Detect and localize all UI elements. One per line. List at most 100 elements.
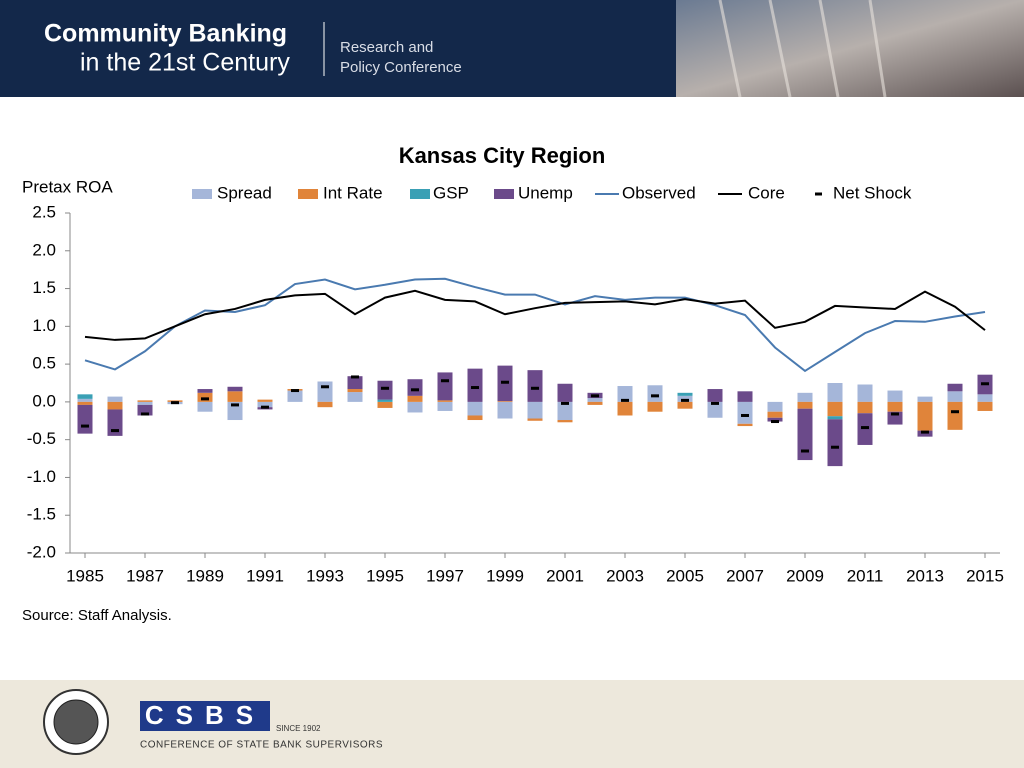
bar-segment — [377, 401, 393, 408]
bar-segment — [647, 401, 663, 412]
bar-segment — [167, 400, 183, 402]
bar-segment — [977, 401, 993, 411]
legend-swatch — [410, 189, 430, 199]
bar-segment — [197, 401, 213, 412]
bar-segment — [677, 401, 693, 409]
bar-segment — [257, 399, 273, 402]
net-shock-marker — [531, 386, 539, 390]
net-shock-marker — [711, 401, 719, 405]
bar-segment — [227, 391, 243, 402]
net-shock-marker — [591, 394, 599, 398]
bar-segment — [677, 392, 693, 396]
legend-label: Core — [748, 183, 785, 202]
y-axis-label: Pretax ROA — [22, 177, 113, 196]
x-tick-label: 1995 — [366, 566, 404, 585]
header-title: Community Banking — [44, 20, 287, 48]
net-shock-marker — [141, 412, 149, 416]
y-tick-label: -0.5 — [27, 429, 56, 448]
bar-segment — [437, 401, 453, 411]
legend-label: Net Shock — [833, 183, 912, 202]
x-tick-label: 2003 — [606, 566, 644, 585]
bar-segment — [407, 379, 423, 396]
bar-segment — [857, 401, 873, 414]
net-shock-marker — [471, 386, 479, 390]
bar-segment — [377, 380, 393, 400]
bar-segment — [887, 401, 903, 412]
bar-segment — [107, 396, 123, 402]
header-photo — [676, 0, 1024, 97]
bar-segment — [857, 413, 873, 445]
legend-swatch — [298, 189, 318, 199]
bar-segment — [497, 401, 513, 402]
x-tick-label: 2007 — [726, 566, 764, 585]
bar-segment — [377, 399, 393, 402]
net-shock-marker — [801, 449, 809, 453]
bar-segment — [707, 389, 723, 402]
x-tick-label: 2009 — [786, 566, 824, 585]
net-shock-marker — [681, 398, 689, 402]
net-shock-marker — [441, 379, 449, 383]
x-tick-label: 2013 — [906, 566, 944, 585]
bar-segment — [137, 404, 153, 416]
bar-segment — [977, 394, 993, 402]
bar-segment — [917, 430, 933, 437]
bar-segment — [587, 401, 603, 405]
bar-segment — [287, 390, 303, 402]
x-tick-label: 2015 — [966, 566, 1004, 585]
bar-segment — [227, 386, 243, 392]
header-subtitle: Research and — [340, 39, 433, 56]
bar-segment — [947, 383, 963, 392]
legend-label: Unemp — [518, 183, 573, 202]
bar-segment — [617, 401, 633, 416]
bar-segment — [527, 418, 543, 421]
header-subtitle: Policy Conference — [340, 59, 462, 76]
y-tick-label: 1.0 — [32, 316, 56, 335]
footer-org-name: CONFERENCE OF STATE BANK SUPERVISORS — [140, 740, 383, 751]
bar-segment — [857, 384, 873, 402]
bar-segment — [617, 386, 633, 402]
source-note: Source: Staff Analysis. — [22, 607, 172, 624]
x-tick-label: 1997 — [426, 566, 464, 585]
bar-segment — [887, 390, 903, 402]
net-shock-marker — [291, 389, 299, 393]
bar-segment — [737, 401, 753, 424]
bar-segment — [197, 389, 213, 393]
bar-segment — [917, 401, 933, 431]
net-shock-marker — [981, 382, 989, 386]
bar-segment — [407, 401, 423, 413]
bar-segment — [767, 401, 783, 412]
bar-segment — [827, 419, 843, 467]
bar-segment — [197, 392, 213, 402]
net-shock-marker — [81, 424, 89, 428]
bar-segment — [497, 401, 513, 419]
x-tick-label: 2011 — [847, 566, 884, 585]
bar-segment — [107, 401, 123, 410]
bar-segment — [827, 383, 843, 402]
net-shock-marker — [771, 420, 779, 424]
bar-segment — [587, 398, 603, 402]
fed-seal — [53, 699, 99, 745]
bar-segment — [467, 401, 483, 416]
bar-segment — [677, 395, 693, 402]
bar-segment — [947, 391, 963, 402]
legend-label: Spread — [217, 183, 272, 202]
net-shock-marker — [921, 430, 929, 434]
net-shock-marker — [351, 375, 359, 379]
bar-segment — [557, 383, 573, 402]
bar-segment — [77, 404, 93, 434]
legend-swatch — [192, 189, 212, 199]
bar-segment — [527, 370, 543, 402]
bar-segment — [797, 408, 813, 461]
legend-swatch — [494, 189, 514, 199]
x-tick-label: 1985 — [66, 566, 104, 585]
net-shock-marker — [411, 388, 419, 392]
x-tick-label: 1989 — [186, 566, 224, 585]
bar-segment — [257, 401, 273, 408]
net-shock-marker — [891, 412, 899, 416]
bar-segment — [737, 391, 753, 402]
net-shock-marker — [171, 401, 179, 405]
net-shock-marker — [111, 429, 119, 433]
net-shock-marker — [861, 426, 869, 430]
y-tick-label: 0.0 — [32, 391, 56, 410]
